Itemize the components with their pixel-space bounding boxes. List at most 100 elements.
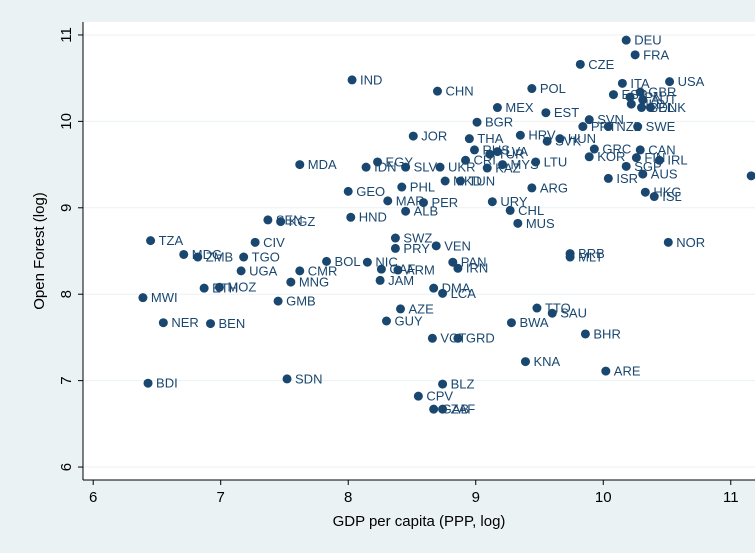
point-label: HUN [568,131,596,146]
point [383,196,393,206]
point-label: SVN [597,112,624,127]
point [505,205,515,215]
point-label: MDA [308,157,337,172]
point-label: SLV [414,160,438,175]
point [461,155,471,165]
point-label: JAM [388,273,414,288]
point-label: BEL [650,100,675,115]
point [429,404,439,414]
point-label: MAR [396,193,425,208]
point [322,256,332,266]
point [373,157,383,167]
point [589,144,599,154]
point-label: ISL [662,189,682,204]
point [390,243,400,253]
point [513,218,523,228]
point [438,288,448,298]
point-label: JOR [421,129,447,144]
point [649,192,659,202]
point-label: IRL [667,153,687,168]
point [637,103,647,113]
point [746,171,755,181]
point-label: AUS [651,167,678,182]
point-label: ALB [414,204,439,219]
point-label: TUR [498,147,525,162]
point [565,252,575,262]
point-label: MOZ [227,280,256,295]
point [375,275,385,285]
point-label: HND [359,210,387,225]
point [282,374,292,384]
point-label: KOR [597,149,625,164]
point-label: MWI [151,290,178,305]
point [464,134,474,144]
point-label: ARE [614,364,641,379]
point [413,391,423,401]
point [295,160,305,170]
point-label: BLZ [451,377,475,392]
point-label: BOL [335,254,361,269]
point-label: CZE [588,57,614,72]
point-label: EST [554,105,579,120]
point [638,95,648,105]
point [601,366,611,376]
point [199,283,209,293]
point-label: IND [360,72,382,87]
point [617,78,627,88]
y-tick-label: 10 [58,113,75,130]
point [214,282,224,292]
point-label: ISR [616,171,638,186]
point [584,115,594,125]
point-label: LVA [505,144,528,159]
point-label: ARG [540,180,568,195]
point [506,318,516,328]
point-label: ZAF [451,402,476,417]
point [438,404,448,414]
point [453,333,463,343]
point [532,303,542,313]
x-tick-label: 7 [217,489,225,506]
point [654,155,664,165]
point [408,131,418,141]
point [630,50,640,60]
point [435,162,445,172]
point-label: NOR [676,235,705,250]
point [440,176,450,186]
point-label: IRN [466,261,488,276]
point [492,147,502,157]
point-label: TUN [468,173,495,188]
point-label: IDN [374,160,396,175]
point-label: TGO [252,249,280,264]
point [393,265,403,275]
point-label: DEU [634,33,661,48]
point [578,122,588,132]
point [584,152,594,162]
point-label: MUS [526,216,555,231]
point [626,99,636,109]
point-label: BDI [156,376,178,391]
point-label: SWE [646,119,676,134]
point-label: CHN [445,84,473,99]
point [603,173,613,183]
point [455,176,465,186]
point [401,206,411,216]
point-label: MYS [511,157,540,172]
point [555,134,565,144]
point [645,103,655,113]
point [575,59,585,69]
y-tick-label: 9 [58,204,75,212]
point [427,333,437,343]
point-label: CIV [263,235,285,250]
point [236,266,246,276]
point-label: POL [540,81,566,96]
point [621,35,631,45]
point-label: UGA [249,263,278,278]
point [239,252,249,262]
point [547,308,557,318]
point [432,86,442,96]
point-label: GMB [286,294,316,309]
point-label: URY [500,194,528,209]
point [206,319,216,329]
point-label: FRA [643,47,669,62]
point [273,296,283,306]
